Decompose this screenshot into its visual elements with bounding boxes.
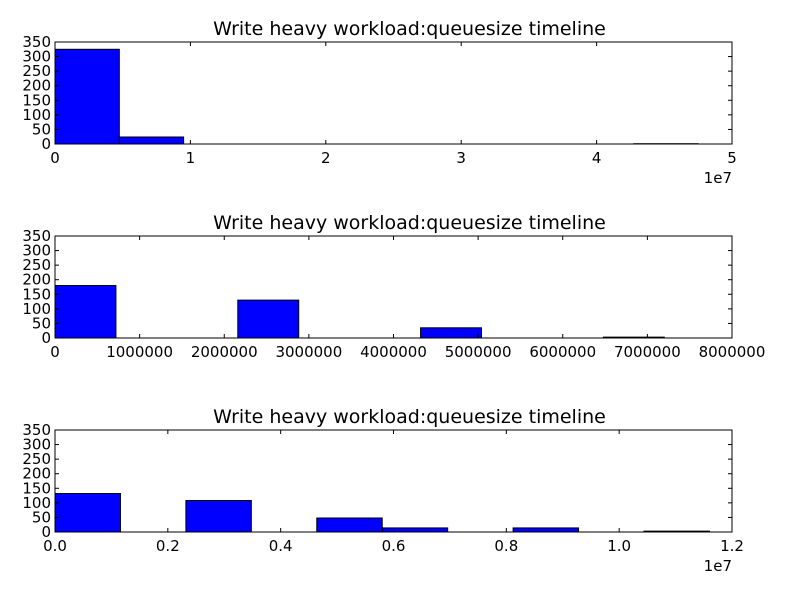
axes-frame: [54, 235, 733, 339]
x-tick-label: 4000000: [360, 343, 427, 361]
x-offset-label: 1e7: [704, 557, 732, 575]
axes-frame: [54, 429, 733, 533]
x-tick-label: 0.6: [382, 537, 406, 555]
x-tick-label: 1: [186, 149, 196, 167]
y-tick-label: 0: [41, 329, 51, 347]
x-tick-label: 0.0: [43, 537, 67, 555]
y-tick-label: 0: [41, 135, 51, 153]
y-tick-label: 250: [22, 256, 51, 274]
y-tick-label: 200: [22, 465, 51, 483]
y-tick-label: 100: [22, 300, 51, 318]
histogram-bar: [381, 527, 449, 533]
x-offset-label: 1e7: [704, 169, 732, 187]
x-tick-label: 1.0: [607, 537, 631, 555]
histogram-bar: [420, 327, 483, 339]
axes-frame: [54, 41, 733, 145]
histogram-bar: [54, 48, 120, 145]
histogram-bar: [185, 500, 252, 533]
y-tick-label: 350: [22, 421, 51, 439]
x-tick-label: 8000000: [699, 343, 766, 361]
y-tick-label: 200: [22, 271, 51, 289]
y-tick-label: 100: [22, 494, 51, 512]
chart-title: Write heavy workload:queuesize timeline: [213, 212, 606, 234]
y-tick-label: 350: [22, 227, 51, 245]
histogram-bar: [316, 517, 383, 533]
y-tick-label: 50: [32, 314, 51, 332]
x-tick-label: 6000000: [529, 343, 596, 361]
histogram-bar: [54, 285, 117, 339]
x-tick-label: 7000000: [614, 343, 681, 361]
x-tick-label: 3: [456, 149, 466, 167]
histogram-bar: [118, 136, 185, 145]
x-tick-label: 0.2: [156, 537, 180, 555]
x-tick-label: 0.8: [494, 537, 518, 555]
chart-title: Write heavy workload:queuesize timeline: [213, 18, 606, 40]
y-tick-label: 350: [22, 33, 51, 51]
x-tick-label: 1.2: [720, 537, 744, 555]
x-tick-label: 0: [50, 149, 60, 167]
chart-title: Write heavy workload:queuesize timeline: [213, 406, 606, 428]
y-tick-label: 50: [32, 120, 51, 138]
x-tick-label: 4: [592, 149, 602, 167]
x-tick-label: 1000000: [106, 343, 173, 361]
x-tick-label: 0.4: [269, 537, 293, 555]
y-tick-label: 200: [22, 77, 51, 95]
y-tick-label: 300: [22, 242, 51, 260]
histogram-bar: [237, 299, 300, 339]
x-tick-label: 0: [50, 343, 60, 361]
y-tick-label: 300: [22, 436, 51, 454]
y-tick-label: 150: [22, 285, 51, 303]
x-tick-label: 2: [321, 149, 331, 167]
y-tick-label: 150: [22, 91, 51, 109]
x-tick-label: 2000000: [191, 343, 258, 361]
x-tick-label: 5: [727, 149, 737, 167]
y-tick-label: 250: [22, 450, 51, 468]
histogram-bar: [512, 527, 580, 533]
y-tick-label: 0: [41, 523, 51, 541]
x-tick-label: 3000000: [275, 343, 342, 361]
y-tick-label: 150: [22, 479, 51, 497]
y-tick-label: 300: [22, 48, 51, 66]
x-tick-label: 5000000: [445, 343, 512, 361]
y-tick-label: 250: [22, 62, 51, 80]
y-tick-label: 100: [22, 106, 51, 124]
histogram-bar: [54, 493, 121, 533]
y-tick-label: 50: [32, 508, 51, 526]
